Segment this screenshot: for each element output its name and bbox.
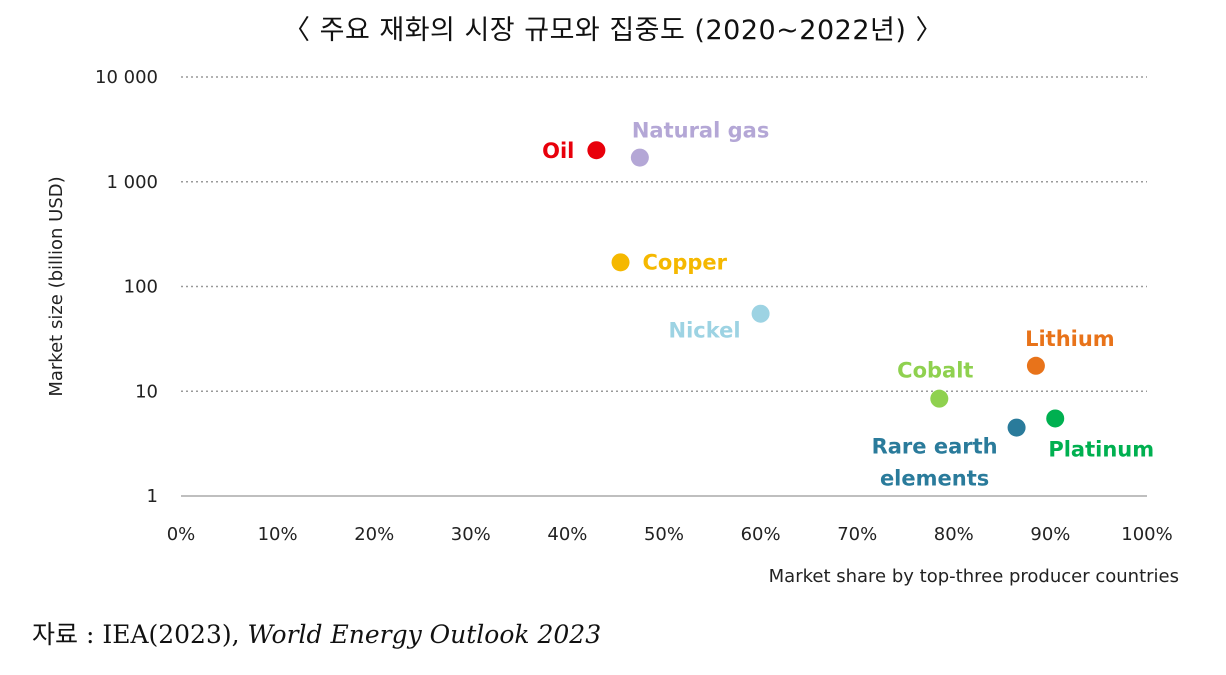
point-platinum (1046, 409, 1065, 428)
x-axis-ticks: 0% 10% 20% 30% 40% 50% 60% 70% 80% 90% 100% (167, 524, 1173, 545)
point-label: Rare earth elements (872, 435, 998, 491)
point-label: Platinum (1048, 437, 1154, 461)
point-rare-earth-elements (1007, 418, 1026, 437)
y-tick-label: 10 000 (95, 67, 158, 88)
x-tick-label: 50% (644, 524, 684, 545)
x-tick-label: 100% (1121, 524, 1172, 545)
x-tick-label: 90% (1030, 524, 1070, 545)
x-tick-label: 60% (741, 524, 781, 545)
x-axis-title: Market share by top-three producer count… (769, 566, 1179, 587)
y-tick-label: 1 000 (106, 172, 158, 193)
source-note: 자료 : IEA(2023), World Energy Outlook 202… (32, 615, 601, 651)
chart-title: 〈 주요 재화의 시장 규모와 집중도 (2020~2022년) 〉 (283, 15, 943, 46)
point-label: Natural gas (632, 119, 769, 143)
point-copper (611, 253, 630, 272)
point-label: Oil (542, 139, 574, 163)
x-tick-label: 30% (451, 524, 491, 545)
x-tick-label: 40% (547, 524, 587, 545)
x-tick-label: 0% (167, 524, 196, 545)
y-axis-title: Market size (billion USD) (46, 176, 67, 396)
y-tick-label: 100 (124, 277, 158, 298)
scatter-plot: 1 10 100 1 000 10 000 0% 10% 20% 30% 40% 50% 60% 70… (46, 67, 1179, 587)
point-label: Cobalt (897, 359, 973, 383)
y-axis-ticks: 1 10 100 1 000 10 000 (95, 67, 158, 507)
grid-lines (181, 76, 1147, 497)
y-tick-label: 10 (135, 381, 158, 402)
point-nickel (751, 304, 770, 323)
data-labels: Oil Natural gas Copper Nickel Lithium Cobalt R… (542, 119, 1154, 491)
point-oil (587, 141, 606, 160)
y-tick-label: 1 (147, 486, 158, 507)
data-points (587, 141, 1065, 437)
point-label: Nickel (669, 319, 741, 343)
point-natural-gas (630, 148, 649, 167)
point-lithium (1026, 356, 1045, 375)
point-label: Lithium (1025, 327, 1115, 351)
point-cobalt (930, 389, 949, 408)
x-tick-label: 20% (354, 524, 394, 545)
source-prefix: 자료 : IEA(2023), (32, 620, 240, 649)
x-tick-label: 70% (837, 524, 877, 545)
x-tick-label: 10% (258, 524, 298, 545)
source-publication: World Energy Outlook 2023 (247, 620, 602, 649)
x-tick-label: 80% (934, 524, 974, 545)
point-label: Copper (643, 250, 728, 274)
